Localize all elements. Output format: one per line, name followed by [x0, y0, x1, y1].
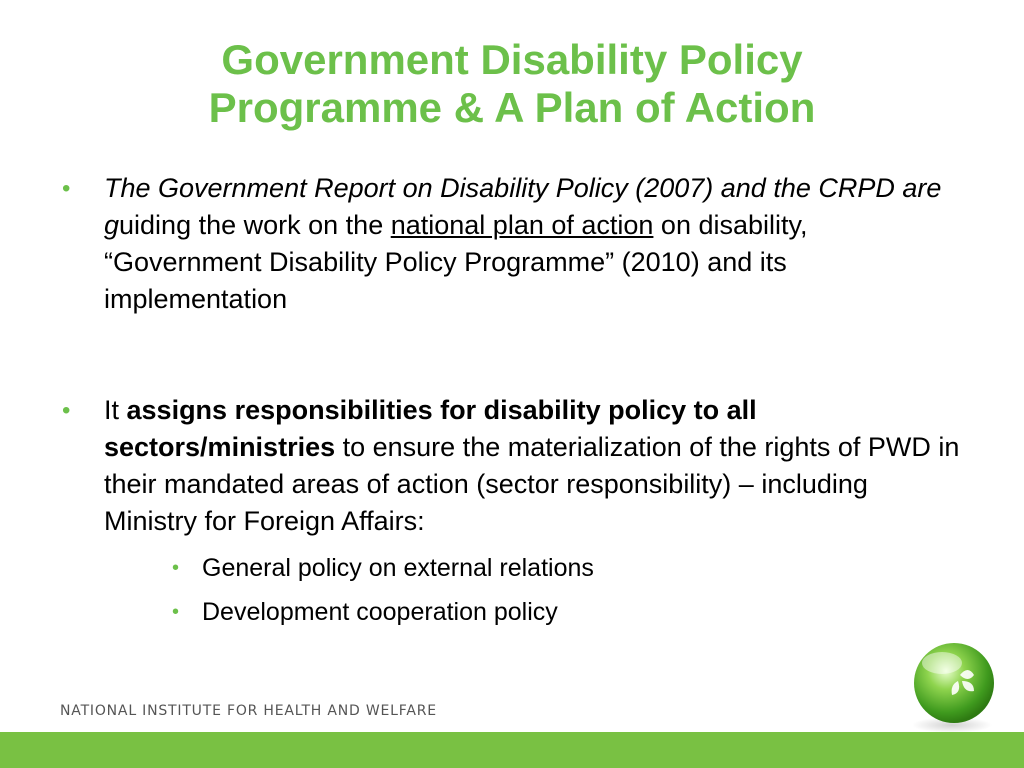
sub-bullet-text: General policy on external relations: [202, 554, 594, 582]
bullet-plain-text: uiding the work on the: [119, 210, 391, 240]
bullet-bold-text: assigns responsibilities for disability …: [104, 395, 757, 462]
footer-green-bar: [0, 732, 1024, 768]
slide-body: • The Government Report on Disability Po…: [62, 170, 962, 634]
bullet-dot-icon: •: [62, 175, 71, 202]
bullet-dot-icon: •: [172, 601, 180, 623]
bullet-text: The Government Report on Disability Poli…: [104, 173, 941, 314]
bullet-plain-text: on disability, “Government Disability Po…: [104, 210, 808, 314]
slide-title: Government Disability Policy Programme &…: [0, 36, 1024, 132]
bullet-text: It assigns responsibilities for disabili…: [104, 395, 959, 536]
sub-bullet-text: Development cooperation policy: [202, 598, 558, 626]
bullet-italic-text: The Government Report on Disability Poli…: [104, 173, 942, 240]
bullet-dot-icon: •: [62, 397, 71, 424]
bullet-item: • It assigns responsibilities for disabi…: [62, 392, 962, 540]
green-sphere-logo-icon: [912, 643, 994, 733]
footer-organization: NATIONAL INSTITUTE FOR HEALTH AND WELFAR…: [60, 703, 437, 719]
bullet-lead-text: It: [104, 395, 127, 425]
bullet-dot-icon: •: [172, 557, 180, 579]
bullet-item: • The Government Report on Disability Po…: [62, 170, 962, 318]
title-line-2: Programme & A Plan of Action: [208, 84, 816, 131]
plan-link-text: national plan of action: [390, 210, 654, 240]
sub-bullet-item: • Development cooperation policy: [62, 590, 962, 634]
bullet-plain-text: to ensure the materialization of the rig…: [104, 432, 960, 536]
title-line-1: Government Disability Policy: [221, 36, 803, 83]
sub-bullet-item: • General policy on external relations: [62, 546, 962, 590]
